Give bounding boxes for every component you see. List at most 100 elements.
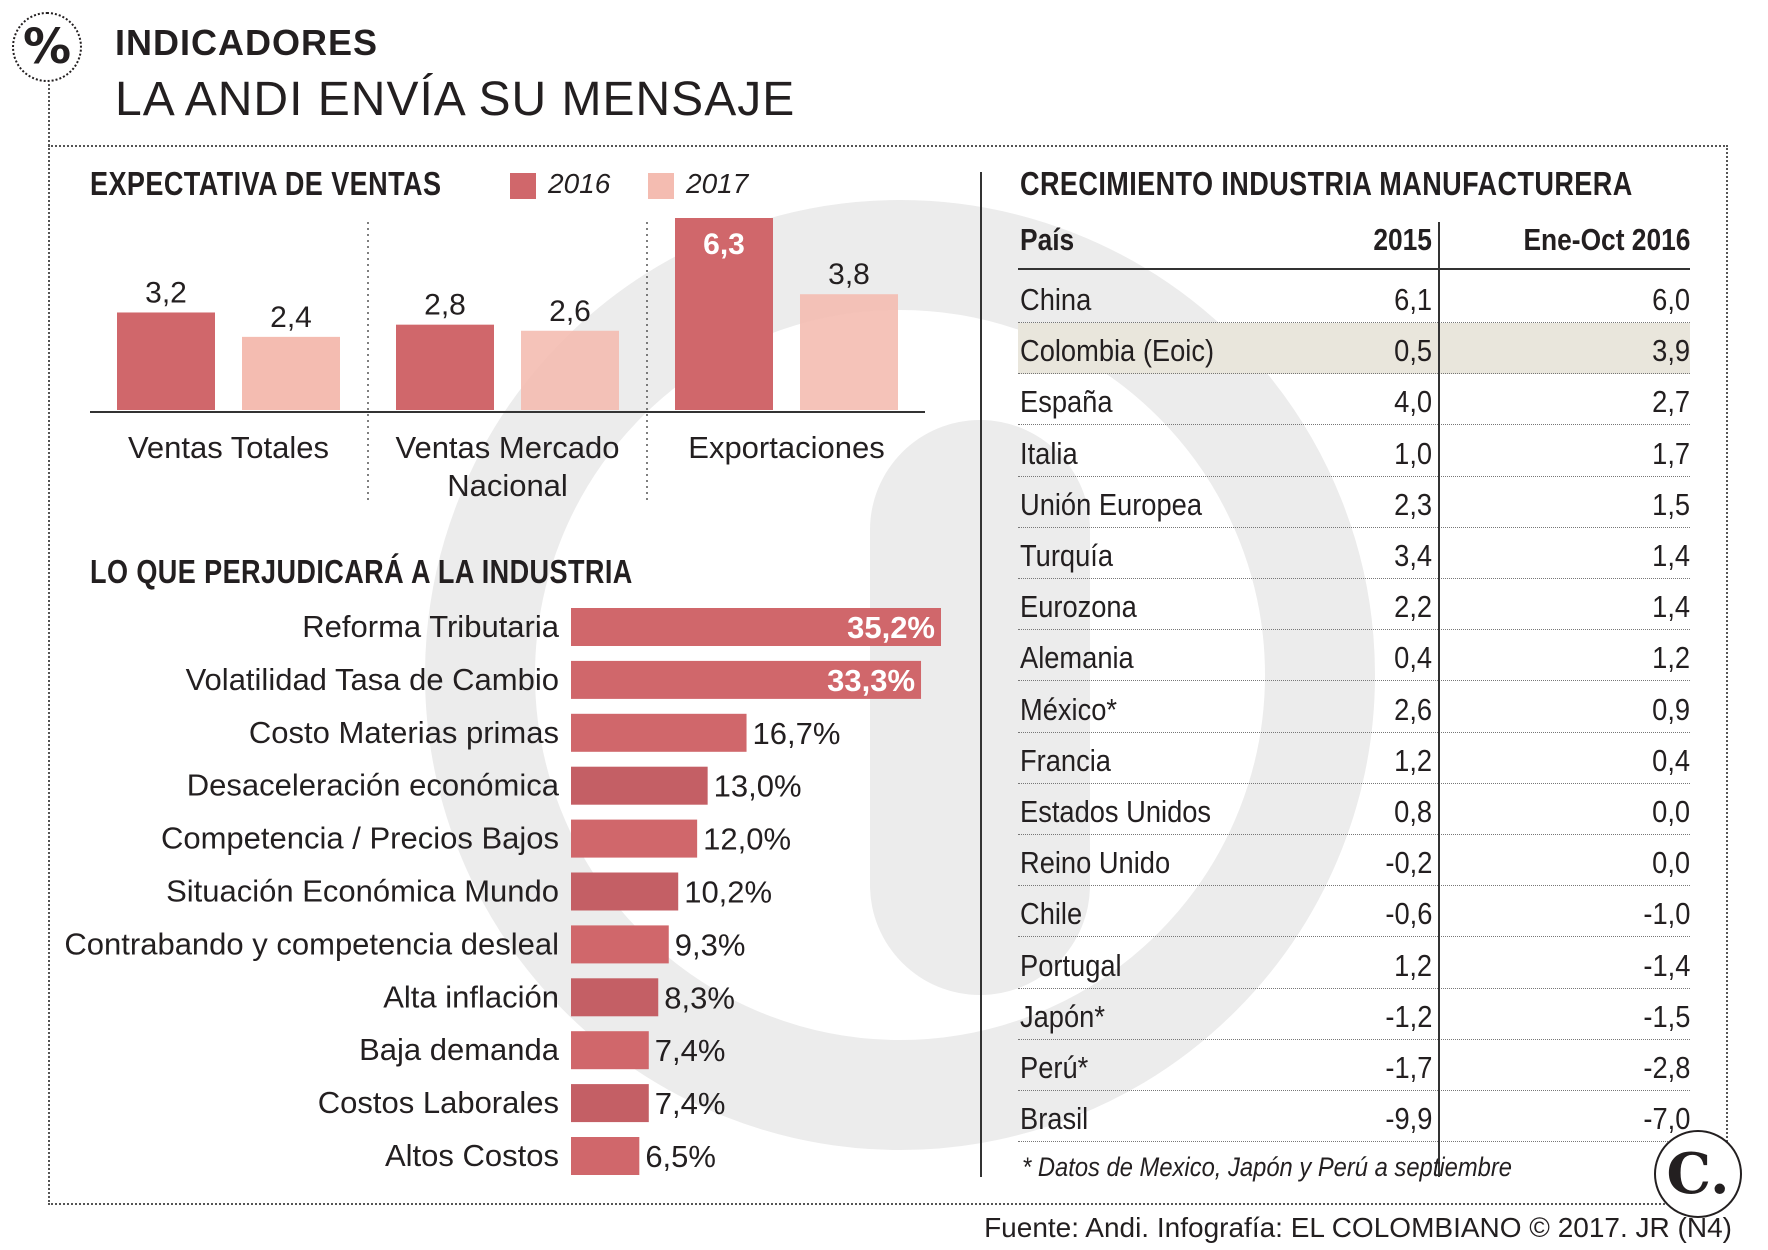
- table-row: Eurozona 2,2 1,4: [1018, 579, 1690, 631]
- cell-v2016: -1,4: [1642, 947, 1690, 983]
- cell-v2015: -1,2: [1384, 998, 1432, 1034]
- cell-country: Eurozona: [1020, 589, 1137, 625]
- legend-swatch-2017: [648, 173, 674, 199]
- column-divider: [980, 172, 982, 1177]
- cell-v2016: 0,0: [1652, 794, 1690, 829]
- sales-value-label: 2,8: [424, 289, 466, 322]
- table-row: Reino Unido -0,2 0,0: [1018, 835, 1690, 887]
- cell-v2015: 1,2: [1394, 742, 1432, 778]
- headline: LA ANDI ENVÍA SU MENSAJE: [115, 73, 796, 126]
- cell-v2015: 1,2: [1394, 947, 1432, 983]
- sales-category-label: Exportaciones: [688, 430, 884, 465]
- harm-category-label: Altos Costos: [385, 1138, 559, 1173]
- harm-category-label: Desaceleración económica: [187, 768, 560, 803]
- sales-bar-2017: [521, 330, 619, 410]
- cell-v2015: -9,9: [1384, 1101, 1432, 1137]
- sales-bar-2017: [800, 294, 898, 410]
- harm-bar: [571, 608, 941, 646]
- cell-country: Japón*: [1020, 998, 1105, 1034]
- harm-category-label: Competencia / Precios Bajos: [161, 821, 559, 856]
- percent-icon: %: [12, 12, 82, 82]
- harm-category-label: Costos Laborales: [318, 1085, 559, 1120]
- cell-v2016: 0,0: [1652, 845, 1690, 881]
- cell-v2016: -2,8: [1642, 1050, 1690, 1085]
- cell-v2015: 0,5: [1394, 333, 1432, 369]
- sales-value-label: 3,8: [828, 258, 870, 291]
- sales-category-label: Ventas Totales: [128, 430, 329, 465]
- harm-bar: [571, 766, 708, 805]
- cell-country: Chile: [1020, 896, 1083, 932]
- sales-bar-2016: [117, 312, 215, 410]
- section-label: INDICADORES: [115, 22, 379, 63]
- cell-v2015: -0,6: [1384, 896, 1432, 932]
- harm-category-label: Reforma Tributaria: [302, 609, 559, 644]
- cell-v2015: 0,4: [1394, 640, 1432, 676]
- table-row: Unión Europea 2,3 1,5: [1018, 477, 1690, 528]
- cell-v2015: 2,3: [1394, 486, 1432, 522]
- sales-bar-2016: [675, 218, 773, 410]
- harm-value-label: 7,4%: [655, 1086, 726, 1121]
- sales-value-label: 3,2: [145, 276, 187, 309]
- cell-country: Perú*: [1020, 1050, 1089, 1085]
- cell-v2016: 1,4: [1652, 589, 1690, 625]
- harm-category-label: Alta inflación: [383, 979, 559, 1014]
- cell-v2016: 1,4: [1652, 538, 1690, 573]
- harm-bar: [571, 1031, 649, 1070]
- harm-category-label: Contrabando y competencia desleal: [64, 926, 559, 961]
- harm-bar: [571, 978, 659, 1017]
- harm-value-label: 12,0%: [703, 822, 791, 857]
- cell-country: Italia: [1020, 435, 1078, 471]
- cell-country: Alemania: [1020, 640, 1134, 676]
- cell-v2016: 1,7: [1652, 435, 1690, 471]
- cell-country: Francia: [1020, 742, 1111, 778]
- cell-v2016: 3,9: [1652, 333, 1690, 369]
- harm-value-label: 33,3%: [827, 663, 915, 698]
- table-row: Brasil -9,9 -7,0: [1018, 1091, 1690, 1143]
- table-row: Alemania 0,4 1,2: [1018, 630, 1690, 682]
- table-title: CRECIMIENTO INDUSTRIA MANUFACTURERA: [1020, 165, 1633, 202]
- table-row: Turquía 3,4 1,4: [1018, 528, 1690, 579]
- cell-v2015: 1,0: [1394, 435, 1432, 471]
- cell-country: México*: [1020, 691, 1118, 727]
- cell-country: China: [1020, 282, 1092, 317]
- cell-v2015: 0,8: [1394, 794, 1432, 829]
- cell-country: España: [1020, 384, 1113, 420]
- brand-logo: C.: [1654, 1130, 1742, 1218]
- cell-v2016: -1,0: [1642, 896, 1690, 932]
- table-row: Japón* -1,2 -1,5: [1018, 989, 1690, 1040]
- harm-chart-title: LO QUE PERJUDICARÁ A LA INDUSTRIA: [90, 553, 633, 590]
- cell-country: Turquía: [1020, 538, 1114, 573]
- cell-country: Brasil: [1020, 1101, 1089, 1137]
- harm-value-label: 13,0%: [714, 769, 802, 804]
- table-row: Francia 1,2 0,4: [1018, 733, 1690, 784]
- cell-v2015: -0,2: [1384, 845, 1432, 881]
- harm-category-label: Costo Materias primas: [249, 715, 559, 750]
- cell-v2016: 2,7: [1652, 384, 1690, 420]
- harm-category-label: Situación Económica Mundo: [166, 874, 559, 909]
- harm-bar: [571, 1137, 640, 1175]
- table-row: Portugal 1,2 -1,4: [1018, 938, 1690, 989]
- table-footnote: * Datos de Mexico, Japón y Perú a septie…: [1022, 1152, 1512, 1182]
- cell-v2015: 6,1: [1394, 282, 1432, 317]
- harm-category-label: Baja demanda: [359, 1032, 560, 1067]
- cell-v2015: 2,2: [1394, 589, 1432, 625]
- column-header-country: País: [1020, 222, 1075, 257]
- harm-bar: [571, 872, 679, 911]
- table-row: Estados Unidos 0,8 0,0: [1018, 784, 1690, 835]
- cell-v2015: 3,4: [1394, 538, 1432, 573]
- harm-value-label: 10,2%: [684, 875, 772, 910]
- harm-bar: [571, 713, 747, 752]
- sales-value-label: 6,3: [703, 228, 745, 261]
- sales-bar-2016: [396, 324, 494, 410]
- cell-v2015: 2,6: [1394, 691, 1432, 727]
- cell-v2016: -1,5: [1642, 998, 1690, 1034]
- table-row: Italia 1,0 1,7: [1018, 426, 1690, 477]
- cell-v2015: 4,0: [1394, 384, 1432, 420]
- sales-value-label: 2,4: [270, 301, 312, 334]
- harm-category-label: Volatilidad Tasa de Cambio: [186, 662, 559, 697]
- cell-country: Portugal: [1020, 947, 1122, 983]
- cell-country: Reino Unido: [1020, 845, 1171, 881]
- legend-label-2017: 2017: [686, 168, 749, 199]
- table-row: México* 2,6 0,9: [1018, 682, 1690, 733]
- sales-bar-2017: [242, 336, 340, 410]
